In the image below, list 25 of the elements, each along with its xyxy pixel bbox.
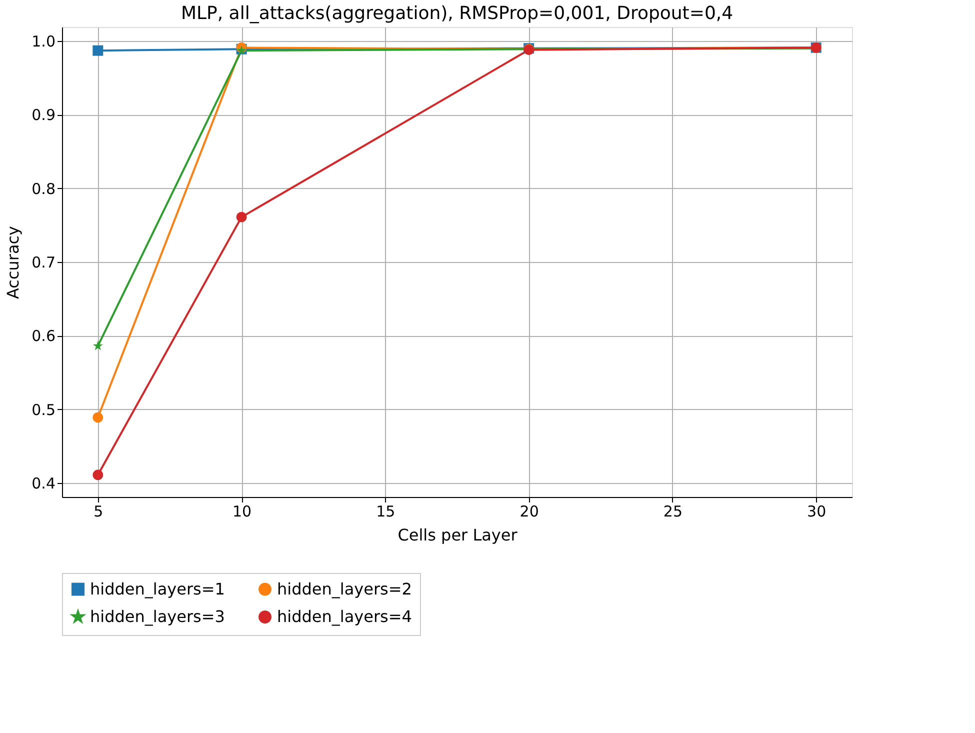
x-tick-label: 5	[94, 502, 104, 520]
y-axis-title: Accuracy	[4, 226, 23, 300]
x-tick-label: 10	[232, 502, 252, 520]
x-tick-label: 15	[376, 502, 396, 520]
chart-title: MLP, all_attacks(aggregation), RMSProp=0,001, Dropout=0,4	[180, 3, 734, 24]
y-tick-label: 0.7	[32, 254, 56, 272]
x-tick-label: 25	[663, 502, 682, 520]
point	[236, 212, 247, 222]
point	[92, 340, 103, 350]
y-tick-label: 0.6	[32, 327, 56, 346]
y-tick-label: 1.0	[32, 32, 56, 50]
legend-label: hidden_layers=3	[90, 607, 225, 626]
x-tick-label: 30	[807, 502, 826, 520]
legend-label: hidden_layers=1	[90, 579, 225, 598]
x-tick-label: 20	[520, 502, 539, 520]
legend-label: hidden_layers=2	[277, 579, 412, 598]
point	[92, 470, 104, 480]
x-axis-title: Cells per Layer	[398, 526, 518, 544]
y-tick-label: 0.8	[32, 180, 56, 198]
legend-label: hidden_layers=4	[277, 607, 412, 626]
point	[92, 412, 104, 423]
y-tick-label: 0.9	[32, 106, 56, 124]
y-tick-label: 0.5	[32, 400, 56, 419]
point	[92, 45, 104, 56]
y-tick-label: 0.4	[32, 474, 56, 493]
